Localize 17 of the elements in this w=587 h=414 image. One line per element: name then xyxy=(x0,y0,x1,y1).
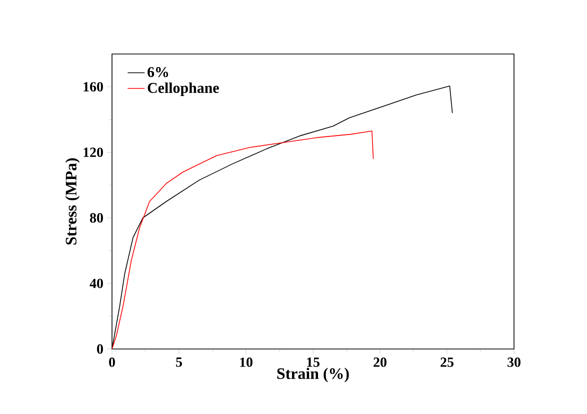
y-tick-label: 120 xyxy=(84,148,103,158)
x-tick-label: 25 xyxy=(440,358,454,367)
y-tick-label: 40 xyxy=(90,278,103,288)
x-tick-label: 30 xyxy=(508,358,520,367)
x-tick-label: 10 xyxy=(240,358,252,367)
x-tick-label: 0 xyxy=(109,358,115,367)
x-tick-label: 15 xyxy=(307,358,320,367)
x-tick-label: 5 xyxy=(176,358,182,367)
line-series xyxy=(112,130,374,349)
x-tick-label: 20 xyxy=(374,358,386,367)
legend-label: Cellophane xyxy=(148,82,219,96)
legend-label: 6% xyxy=(148,67,168,78)
y-tick-label: 0 xyxy=(97,344,103,354)
y-tick-label: 160 xyxy=(84,82,103,92)
x-axis-title: Strain (%) xyxy=(277,368,349,382)
y-axis-title: Stress (MPa) xyxy=(65,158,80,245)
y-tick-label: 80 xyxy=(90,213,103,223)
